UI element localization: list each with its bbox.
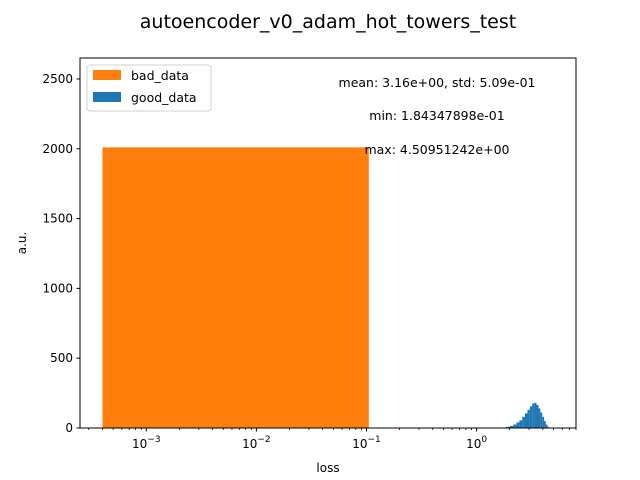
good_data-bar (536, 404, 539, 428)
good_data-bar (544, 421, 546, 428)
good_data-bar (532, 403, 535, 428)
y-tick-label: 1000 (42, 281, 73, 295)
good_data-bar (516, 422, 520, 428)
y-tick-label: 0 (65, 421, 73, 435)
plot-frame (79, 57, 577, 429)
good_data-bar (513, 424, 517, 428)
good_data-bar (538, 408, 541, 428)
good_data-bar (545, 424, 548, 428)
x-tick-label: 100 (466, 435, 487, 451)
x-tick-label: 10−3 (132, 435, 161, 451)
y-tick-label: 500 (50, 351, 73, 365)
good_data-bar (505, 426, 510, 428)
y-axis-label: a.u. (15, 232, 29, 255)
good_data-bar (547, 426, 549, 428)
good_data-bar (534, 402, 537, 428)
x-tick-label: 10−1 (352, 435, 381, 451)
x-tick-label: 10−2 (242, 435, 271, 451)
good_data-bar (524, 413, 528, 428)
legend-swatch (93, 92, 121, 102)
y-tick-label: 1500 (42, 212, 73, 226)
good_data-bar (529, 406, 533, 428)
good_data-bar (527, 409, 530, 428)
stats-annotation: max: 4.50951242e+00 (364, 142, 509, 157)
good_data-bar (519, 420, 523, 428)
x-axis-label: loss (316, 461, 339, 475)
good_data-bar (540, 412, 543, 428)
legend-swatch (93, 70, 121, 80)
good_data-bar (509, 425, 514, 428)
bad_data-bar (102, 147, 369, 428)
y-tick-label: 2000 (42, 142, 73, 156)
legend-label: good_data (131, 90, 197, 105)
good_data-bar (522, 416, 525, 428)
y-tick-label: 2500 (42, 72, 73, 86)
chart-title: autoencoder_v0_adam_hot_towers_test (140, 11, 516, 33)
stats-annotation: min: 1.84347898e-01 (369, 108, 504, 123)
stats-annotation: mean: 3.16e+00, std: 5.09e-01 (339, 75, 536, 90)
legend-label: bad_data (131, 68, 189, 83)
good_data-bar (542, 416, 545, 428)
